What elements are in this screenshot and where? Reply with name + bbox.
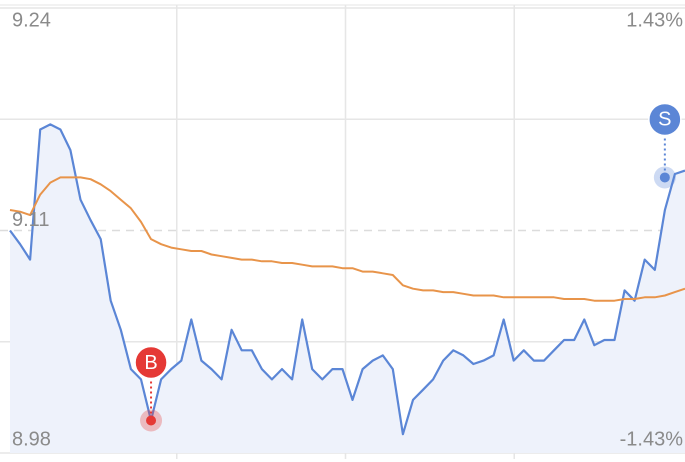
marker-badge xyxy=(134,345,168,380)
y2-tick-label: 1.43% xyxy=(626,9,683,31)
y2-tick-label: -1.43% xyxy=(620,428,684,450)
average-line xyxy=(9,176,685,302)
y-tick-label: 9.24 xyxy=(12,9,51,31)
area xyxy=(10,124,685,454)
y-tick-label: 9.11 xyxy=(12,209,49,231)
price-line xyxy=(9,123,685,436)
marker-label: S xyxy=(658,109,671,131)
marker-point xyxy=(146,415,157,426)
marker-badge xyxy=(648,102,682,137)
marker-label: B xyxy=(144,352,157,374)
y-tick-label: 8.98 xyxy=(12,428,51,450)
marker-point xyxy=(659,172,670,183)
